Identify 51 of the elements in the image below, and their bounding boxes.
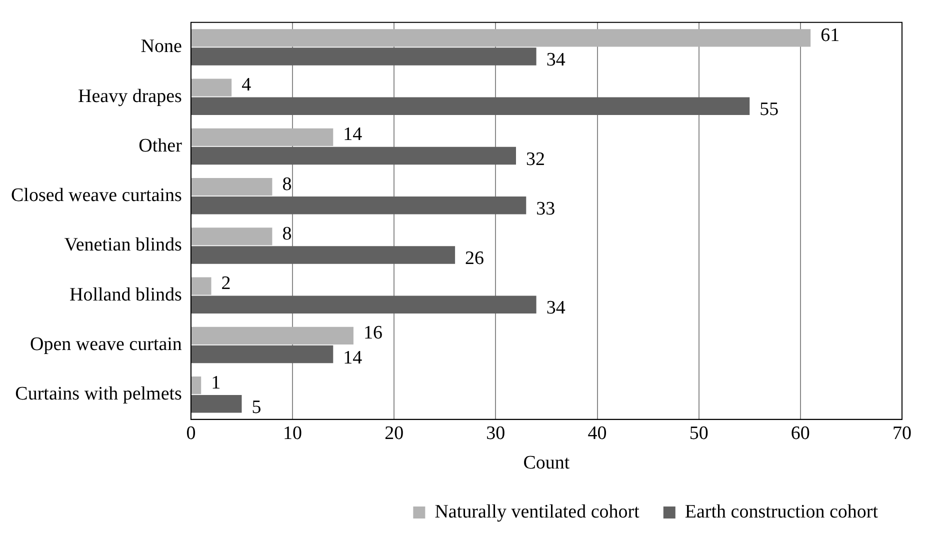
- data-label: 2: [221, 273, 231, 294]
- x-tick-label: 50: [689, 422, 708, 444]
- bar: [191, 48, 536, 66]
- y-tick-label: Open weave curtain: [30, 334, 182, 355]
- bar: [191, 178, 272, 196]
- bar: [191, 246, 456, 264]
- data-label: 32: [526, 148, 545, 170]
- x-tick-label: 0: [186, 422, 196, 444]
- data-label: 26: [465, 248, 484, 269]
- bar: [191, 376, 202, 394]
- data-label: 61: [820, 24, 840, 46]
- y-tick-label: Heavy drapes: [78, 86, 182, 107]
- x-tick-label: 10: [283, 422, 302, 444]
- data-label: 34: [546, 298, 566, 319]
- legend-label: Earth construction cohort: [684, 501, 879, 522]
- bar: [191, 296, 536, 314]
- data-label: 1: [211, 372, 221, 394]
- x-tick-label: 30: [486, 422, 506, 444]
- y-tick-label: Holland blinds: [70, 284, 182, 306]
- x-tick-label: 20: [384, 422, 404, 444]
- bar: [191, 326, 354, 344]
- data-label: 8: [282, 223, 292, 244]
- bar: [191, 78, 232, 96]
- y-tick-label: Curtains with pelmets: [15, 384, 182, 405]
- legend-label: Naturally ventilated cohort: [434, 501, 640, 522]
- data-label: 33: [536, 198, 556, 220]
- data-label: 8: [282, 174, 292, 195]
- bar: [191, 29, 811, 47]
- data-label: 5: [252, 396, 262, 418]
- y-tick-label: Closed weave curtains: [10, 185, 182, 206]
- bar: [191, 277, 212, 295]
- y-tick-label: None: [140, 36, 182, 58]
- data-label: 4: [242, 74, 252, 96]
- bar: [191, 196, 526, 214]
- bar: [191, 146, 516, 165]
- data-label: 14: [343, 347, 363, 368]
- x-tick-label: 60: [790, 422, 810, 444]
- data-label: 55: [760, 99, 779, 120]
- bar: [191, 228, 272, 246]
- bar: [191, 345, 334, 364]
- x-axis-title: Count: [523, 452, 570, 474]
- x-tick-label: 40: [588, 422, 607, 444]
- bar: [191, 395, 242, 413]
- data-label: 14: [343, 124, 363, 146]
- x-tick-label: 70: [892, 422, 912, 444]
- bar: [191, 97, 750, 115]
- data-label: 34: [546, 50, 566, 70]
- y-tick-label: Venetian blinds: [64, 234, 182, 256]
- y-tick-label: Other: [138, 135, 183, 156]
- bar: [191, 128, 334, 146]
- data-label: 16: [363, 322, 382, 344]
